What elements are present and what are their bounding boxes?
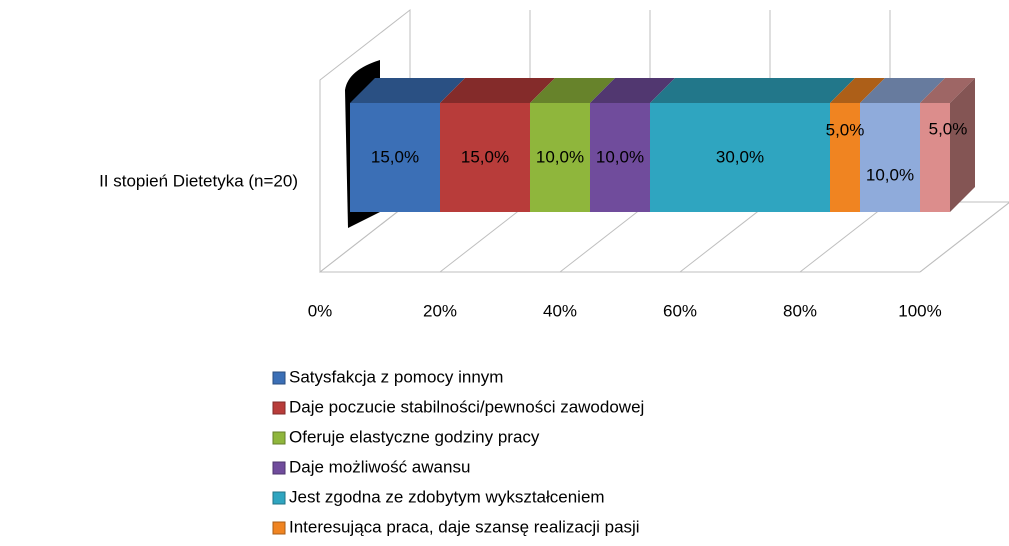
legend-swatch: [272, 461, 286, 475]
legend-label: Jest zgodna ze zdobytym wykształceniem: [289, 487, 605, 506]
x-tick-label: 40%: [543, 301, 577, 320]
floor-line: [799, 201, 891, 273]
bar: [860, 103, 920, 212]
floor-line: [319, 201, 411, 273]
x-tick-label: 20%: [423, 301, 457, 320]
bar-top: [830, 78, 885, 103]
bar-top: [350, 78, 465, 103]
legend-label: Interesująca praca, daje szansę realizac…: [289, 517, 640, 536]
legend-swatch: [272, 521, 286, 535]
bar-top: [440, 78, 555, 103]
data-label: 10,0%: [536, 147, 584, 166]
floor-line: [919, 202, 1009, 273]
data-label: 10,0%: [866, 165, 914, 184]
bar-top: [650, 78, 855, 103]
bar: [350, 103, 440, 212]
legend-swatch: [272, 371, 286, 385]
data-label: 15,0%: [461, 147, 509, 166]
legend-label: Oferuje elastyczne godziny pracy: [289, 427, 540, 446]
legend-swatch: [272, 401, 286, 415]
y-category-label: II stopień Dietetyka (n=20): [99, 171, 298, 190]
bar: [920, 103, 950, 212]
x-tick-label: 0%: [308, 301, 333, 320]
x-tick-label: 80%: [783, 301, 817, 320]
data-label: 30,0%: [716, 147, 764, 166]
bar-top: [590, 78, 675, 103]
data-label: 10,0%: [596, 147, 644, 166]
bar: [590, 103, 650, 212]
x-tick-label: 100%: [898, 301, 941, 320]
floor-line: [439, 201, 531, 273]
bar-top: [920, 78, 975, 103]
bar-top: [860, 78, 945, 103]
data-label: 5,0%: [929, 119, 968, 138]
legend-swatch: [272, 431, 286, 445]
bar: [650, 103, 830, 212]
bar: [830, 103, 860, 212]
bar-side: [950, 78, 975, 212]
data-label: 5,0%: [826, 120, 865, 139]
legend-swatch: [272, 491, 286, 505]
x-tick-label: 60%: [663, 301, 697, 320]
data-label: 15,0%: [371, 147, 419, 166]
bar: [440, 103, 530, 212]
bar: [530, 103, 590, 212]
floor-line: [559, 201, 651, 273]
floor-line: [679, 201, 771, 273]
legend-label: Daje możliwość awansu: [289, 457, 470, 476]
legend-label: Satysfakcja z pomocy innym: [289, 367, 503, 386]
bar-top: [530, 78, 615, 103]
legend-label: Daje poczucie stabilności/pewności zawod…: [289, 397, 644, 416]
